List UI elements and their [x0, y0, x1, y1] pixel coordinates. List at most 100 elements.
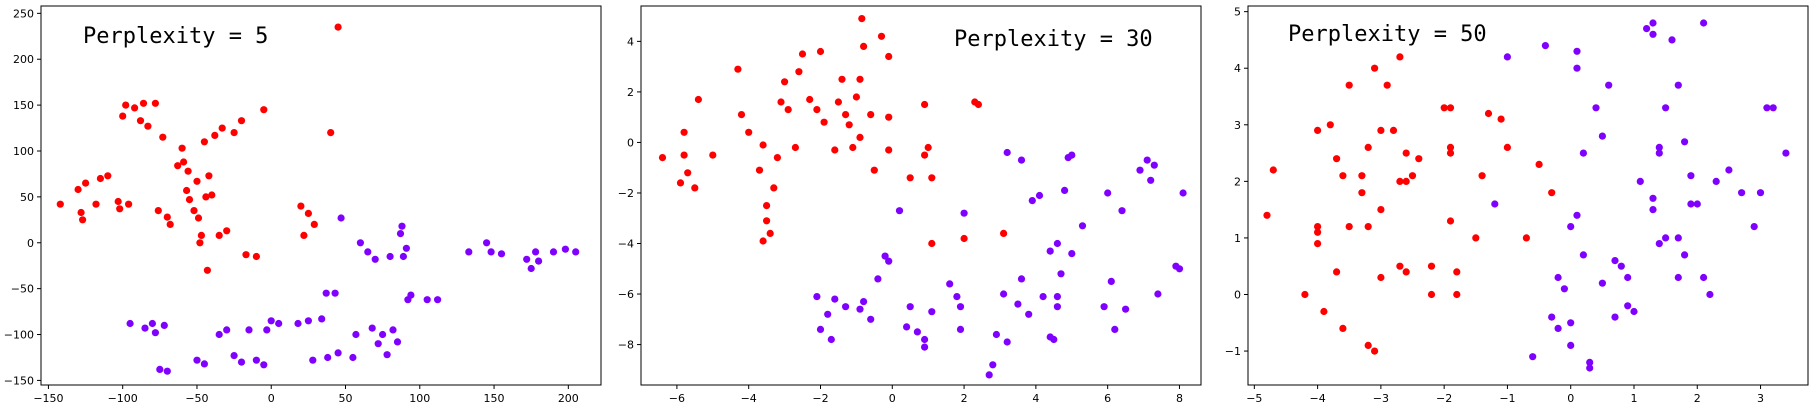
scatter-point-red: [92, 200, 100, 208]
x-tick-label: −100: [108, 392, 138, 405]
scatter-point-red: [838, 75, 846, 83]
scatter-point-purple: [1503, 53, 1511, 61]
y-tick-label: −1: [1225, 345, 1241, 358]
scatter-point-purple: [1554, 273, 1562, 282]
scatter-point-red: [928, 239, 936, 248]
scatter-point-purple: [572, 248, 580, 256]
scatter-point-purple: [1668, 36, 1676, 44]
axes-frame: [40, 5, 602, 386]
scatter-point-red: [260, 106, 268, 114]
scatter-point-purple: [487, 248, 495, 256]
scatter-point-purple: [318, 315, 326, 323]
scatter-point-red: [1396, 53, 1404, 61]
scatter-point-purple: [1491, 200, 1499, 208]
scatter-point-purple: [1681, 138, 1689, 146]
scatter-point-purple: [906, 303, 914, 311]
panel-title: Perplexity = 50: [1288, 22, 1487, 47]
scatter-point-purple: [402, 244, 410, 252]
scatter-point-red: [114, 197, 122, 206]
x-tick-label: 1: [1630, 392, 1637, 405]
scatter-point-red: [1446, 104, 1455, 112]
scatter-point-red: [1358, 189, 1366, 197]
scatter-point-purple: [356, 239, 364, 247]
y-tick-label: −2: [618, 187, 634, 200]
scatter-point-red: [770, 184, 778, 192]
y-tick-label: 5: [1234, 6, 1241, 19]
scatter-point-red: [163, 213, 171, 221]
scatter-point-red: [119, 112, 127, 120]
y-axis-ticks: −8 −6 −4 −2 0 2 4: [618, 35, 641, 352]
x-tick-label: −6: [669, 392, 685, 405]
scatter-point-purple: [163, 367, 171, 375]
scatter-point-purple: [885, 257, 893, 265]
scatter-point-red: [1263, 211, 1271, 219]
scatter-point-red: [921, 100, 929, 109]
scatter-point-purple: [827, 335, 835, 344]
scatter-point-red: [1535, 160, 1543, 168]
scatter-point-red: [1484, 109, 1493, 118]
y-tick-label: 4: [1234, 62, 1241, 75]
x-tick-label: −3: [1373, 392, 1389, 405]
scatter-point-red: [1269, 166, 1277, 174]
x-tick-label: −150: [33, 392, 63, 405]
scatter-point-red: [1364, 143, 1372, 151]
scatter-point-red: [1364, 341, 1372, 349]
scatter-point-red: [74, 185, 82, 194]
x-tick-label: 0: [268, 392, 275, 405]
scatter-point-purple: [1150, 161, 1158, 169]
scatter-point-red: [1522, 234, 1530, 242]
scatter-point-purple: [1111, 325, 1119, 333]
scatter-point-purple: [1763, 104, 1771, 112]
axes-frame: [1247, 5, 1809, 386]
scatter-point-purple: [423, 296, 431, 304]
scatter-point-red: [1453, 290, 1461, 299]
scatter-point-red: [1408, 172, 1417, 180]
points-group: [56, 23, 580, 375]
scatter-point-purple: [465, 248, 473, 256]
x-tick-label: 0: [1567, 392, 1574, 405]
scatter-point-purple: [389, 326, 397, 334]
x-tick-label: 4: [1032, 392, 1039, 405]
scatter-point-red: [131, 104, 139, 112]
scatter-point-red: [1314, 228, 1322, 236]
scatter-point-red: [1320, 307, 1328, 316]
scatter-point-purple: [1681, 251, 1689, 259]
scatter-point-red: [856, 75, 864, 83]
scatter-point-red: [928, 174, 936, 182]
scatter-point-red: [1326, 121, 1334, 129]
scatter-point-red: [1453, 268, 1461, 276]
y-tick-label: 3: [1234, 119, 1241, 132]
scatter-point-purple: [1122, 305, 1130, 313]
scatter-point-purple: [946, 280, 954, 288]
scatter-point-red: [709, 151, 717, 159]
scatter-point-red: [178, 144, 186, 152]
points-group: [1263, 19, 1790, 372]
scatter-point-purple: [1053, 239, 1061, 248]
y-tick-label: 4: [627, 35, 634, 48]
scatter-point-purple: [334, 349, 342, 357]
scatter-point-red: [921, 151, 929, 159]
scatter-point-purple: [352, 330, 360, 339]
scatter-point-red: [139, 99, 148, 107]
scatter-point-red: [200, 138, 208, 146]
panel-title: Perplexity = 5: [83, 24, 268, 49]
scatter-point-purple: [1053, 293, 1061, 301]
scatter-point-purple: [1738, 189, 1746, 197]
x-axis-ticks: −5 −4 −3 −2 −1 0 1 2 3: [1246, 385, 1764, 405]
scatter-point-red: [763, 202, 771, 210]
scatter-point-red: [820, 118, 828, 126]
scatter-point-red: [237, 117, 246, 125]
y-tick-label: 2: [627, 86, 634, 99]
scatter-point-red: [223, 227, 231, 235]
scatter-point-red: [858, 15, 866, 23]
scatter-point-purple: [151, 329, 159, 337]
scatter-point-red: [834, 98, 843, 106]
scatter-point-red: [144, 122, 152, 130]
scatter-point-red: [205, 172, 213, 180]
scatter-point-red: [104, 172, 112, 180]
scatter-point-red: [1472, 234, 1480, 242]
y-tick-label: −50: [11, 283, 34, 296]
scatter-point-purple: [1617, 262, 1625, 270]
scatter-point-purple: [867, 315, 875, 323]
